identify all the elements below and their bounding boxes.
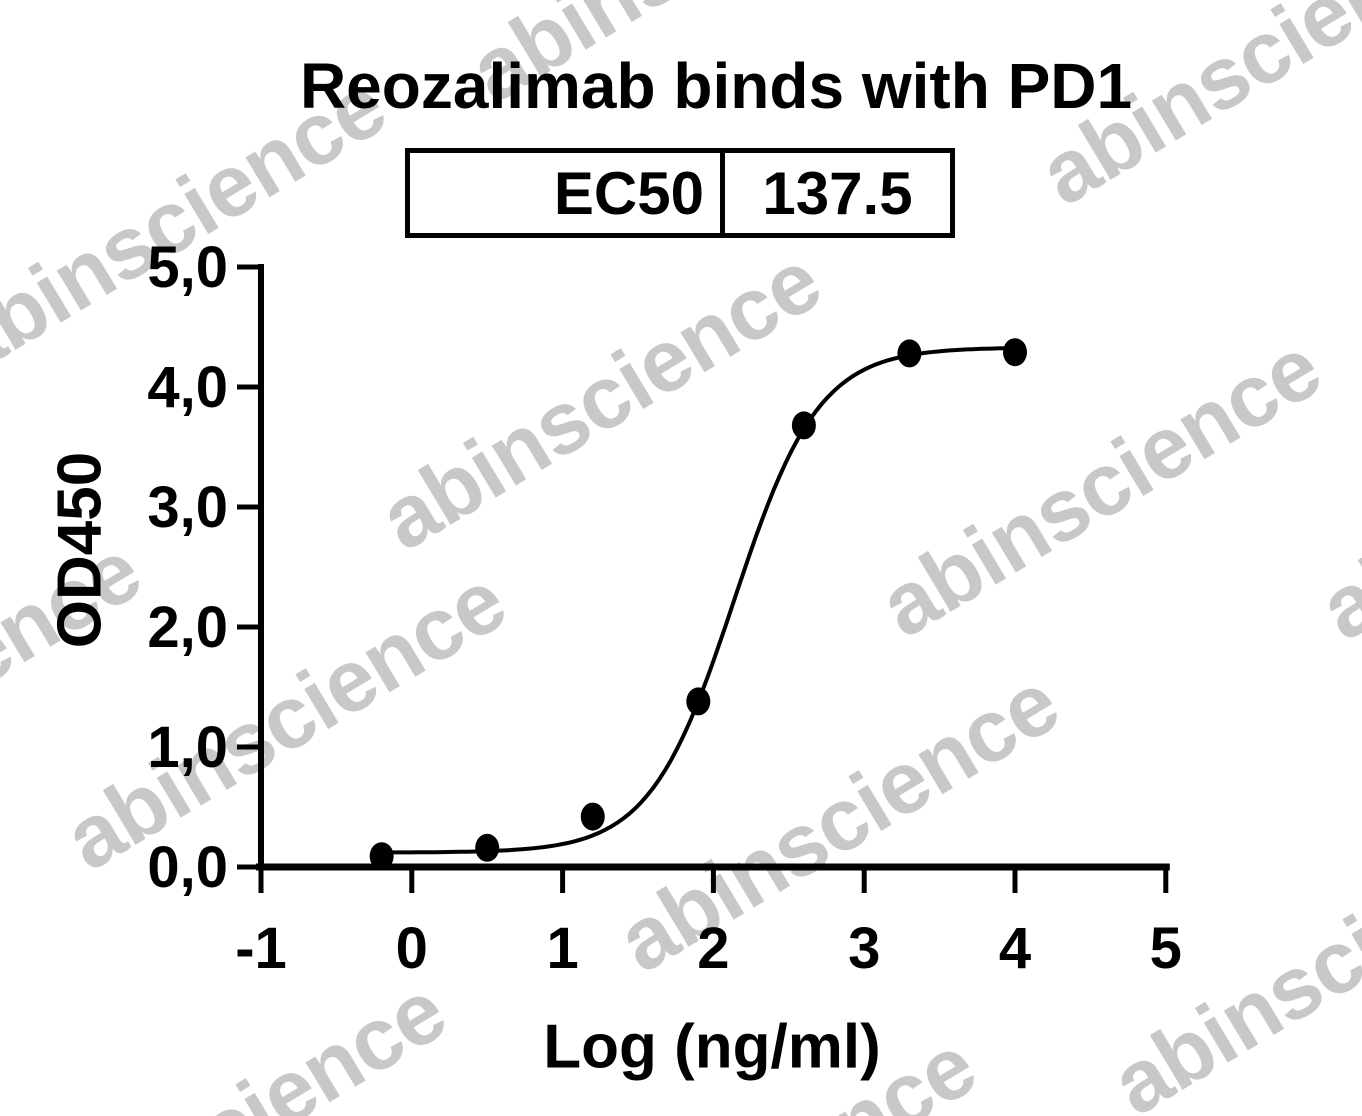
x-tick-label: 2 <box>697 916 729 981</box>
data-point <box>897 339 922 368</box>
y-tick-label: 0,0 <box>147 835 228 900</box>
x-axis-title: Log (ng/ml) <box>543 1012 881 1082</box>
x-tick-label: 0 <box>396 916 428 981</box>
y-tick-label: 5,0 <box>147 235 228 300</box>
data-point <box>580 802 605 831</box>
data-point <box>1003 338 1027 367</box>
x-tick-label: 3 <box>848 916 880 981</box>
data-point <box>791 411 816 440</box>
x-tick-label: 5 <box>1150 916 1182 981</box>
y-tick-label: 4,0 <box>147 355 228 420</box>
x-tick-label: 1 <box>546 916 578 981</box>
ec50-table: EC50 137.5 <box>405 148 955 238</box>
data-point <box>475 833 500 862</box>
data-point <box>369 842 394 871</box>
y-tick-label: 3,0 <box>147 475 228 540</box>
y-axis-title: OD450 <box>45 451 115 649</box>
fit-curve <box>381 346 1016 855</box>
y-tick-label: 2,0 <box>147 595 228 660</box>
chart-title: Reozalimab binds with PD1 <box>299 50 1133 122</box>
ec50-value-cell: 137.5 <box>762 159 913 227</box>
data-point <box>686 687 711 716</box>
x-tick-label: -1 <box>235 916 287 981</box>
x-tick-label: 4 <box>999 916 1031 981</box>
ec50-label-cell: EC50 <box>410 153 725 233</box>
y-tick-label: 1,0 <box>147 715 228 780</box>
